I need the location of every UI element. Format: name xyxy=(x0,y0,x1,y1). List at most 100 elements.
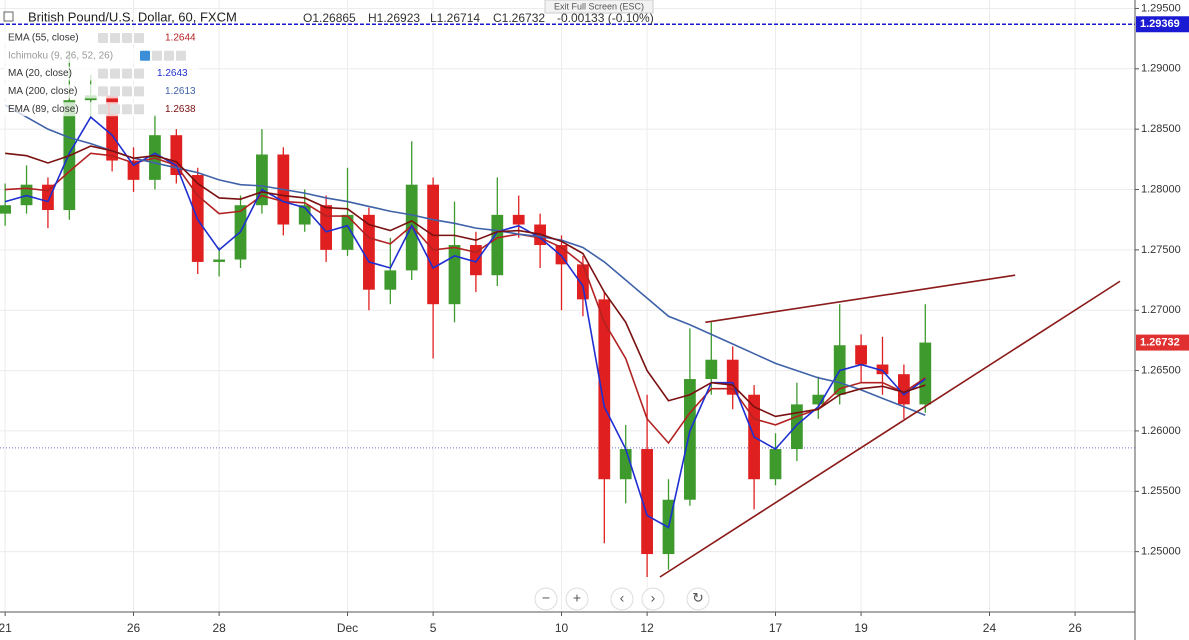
candle-body xyxy=(641,449,653,555)
collapse-icon[interactable] xyxy=(3,11,14,22)
indicator-line xyxy=(4,115,926,529)
candle-body xyxy=(0,205,12,214)
candle-body xyxy=(213,259,226,262)
legend-icon[interactable] xyxy=(176,50,186,61)
chart-title: British Pound/U.S. Dollar, 60, FXCM xyxy=(28,9,237,24)
candle-body xyxy=(448,245,461,305)
candle-body xyxy=(256,154,268,206)
price-label: 1.26732 xyxy=(1140,336,1180,348)
price-label: 1.29369 xyxy=(1140,18,1180,30)
candle-body xyxy=(127,160,140,180)
legend-value: 1.2644 xyxy=(165,33,196,44)
legend-value: 1.2643 xyxy=(157,68,188,79)
y-tick-label: 1.25500 xyxy=(1141,485,1181,497)
y-tick-label: 1.27000 xyxy=(1141,304,1181,316)
legend-icon[interactable] xyxy=(122,104,132,115)
legend-bg xyxy=(4,48,144,63)
candle-body xyxy=(855,345,867,365)
candle-body xyxy=(812,394,825,405)
y-tick-label: 1.28500 xyxy=(1141,123,1181,135)
candle-body xyxy=(555,245,568,265)
candle-body xyxy=(42,184,54,211)
legend-icon[interactable] xyxy=(152,50,162,61)
candle-body xyxy=(876,364,889,375)
legend-icon[interactable] xyxy=(122,86,132,97)
y-tick-label: 1.26000 xyxy=(1141,425,1181,437)
legend-icon[interactable] xyxy=(134,68,144,79)
zoom-out-button[interactable]: − xyxy=(534,587,558,611)
x-tick-label: 19 xyxy=(854,621,868,635)
svg-text:+: + xyxy=(573,590,581,606)
legend-name: EMA (55, close) xyxy=(8,33,79,44)
candle-body xyxy=(170,135,183,176)
x-tick-label: 24 xyxy=(983,621,997,635)
legend-icon[interactable] xyxy=(164,50,174,61)
legend-icon[interactable] xyxy=(98,68,108,79)
candle-body xyxy=(577,264,589,300)
y-tick-label: 1.29500 xyxy=(1141,2,1181,14)
legend-icon[interactable] xyxy=(110,86,120,97)
legend-name: Ichimoku (9, 26, 52, 26) xyxy=(8,50,113,61)
svg-text:›: › xyxy=(651,590,656,606)
x-tick-label: 5 xyxy=(430,621,437,635)
tooltip: Exit Full Screen (ESC) xyxy=(554,1,644,11)
legend-icon[interactable] xyxy=(98,86,108,97)
legend: EMA (55, close) 1.2644 Ichimoku (9, 26, 52… xyxy=(4,31,199,117)
x-tick-label: 26 xyxy=(127,621,141,635)
trend-line xyxy=(659,280,1121,578)
candle-body xyxy=(298,205,311,225)
close-label: C1.26732 xyxy=(493,11,545,25)
reset-button[interactable]: ↻ xyxy=(686,587,710,611)
legend-name: MA (200, close) xyxy=(8,86,77,97)
indicator-line xyxy=(5,145,926,418)
legend-icon[interactable] xyxy=(134,104,144,115)
legend-icon[interactable] xyxy=(122,68,132,79)
x-tick-label: 26 xyxy=(1068,621,1082,635)
legend-name: MA (20, close) xyxy=(8,68,72,79)
candle-body xyxy=(598,299,611,480)
y-tick-label: 1.28000 xyxy=(1141,183,1181,195)
legend-icon[interactable] xyxy=(110,33,120,43)
legend-icon[interactable] xyxy=(110,68,120,79)
y-tick-label: 1.29000 xyxy=(1141,63,1181,75)
scroll-right-button[interactable]: › xyxy=(641,587,665,611)
scroll-left-button[interactable]: ‹ xyxy=(610,587,634,611)
legend-icon[interactable] xyxy=(110,104,120,115)
x-tick-label: 21 xyxy=(0,621,12,635)
candle-body xyxy=(470,245,482,276)
candle-body xyxy=(320,205,333,250)
candle-body xyxy=(705,359,718,380)
legend-icon[interactable] xyxy=(122,33,132,43)
legend-icon[interactable] xyxy=(98,104,108,115)
legend-value: 1.2638 xyxy=(165,104,196,115)
candle-body xyxy=(384,270,397,290)
candle-body xyxy=(619,449,632,480)
candle-body xyxy=(363,214,375,290)
candle-body xyxy=(726,359,739,395)
svg-text:‹: ‹ xyxy=(620,590,625,606)
x-tick-label: 17 xyxy=(769,621,783,635)
legend-icon[interactable] xyxy=(98,33,108,43)
candle-body xyxy=(684,379,696,500)
candle-body xyxy=(769,449,782,480)
low-label: L1.26714 xyxy=(430,11,480,25)
candle-body xyxy=(919,342,932,405)
indicator-line xyxy=(4,104,926,416)
legend-icon[interactable] xyxy=(134,86,144,97)
price-label-box xyxy=(1136,334,1189,351)
legend-name: EMA (89, close) xyxy=(8,104,79,115)
y-tick-label: 1.27500 xyxy=(1141,244,1181,256)
indicator-line xyxy=(5,152,926,445)
price-label-box xyxy=(1136,16,1189,33)
y-tick-label: 1.25000 xyxy=(1141,546,1181,558)
open-label: O1.26865 xyxy=(303,11,356,25)
candle-body xyxy=(512,214,525,225)
candle-body xyxy=(341,214,354,250)
zoom-in-button[interactable]: + xyxy=(565,587,589,611)
candle-body xyxy=(106,95,119,161)
legend-icon[interactable] xyxy=(140,50,150,61)
legend-icon[interactable] xyxy=(134,33,144,43)
candle-body xyxy=(427,184,439,305)
